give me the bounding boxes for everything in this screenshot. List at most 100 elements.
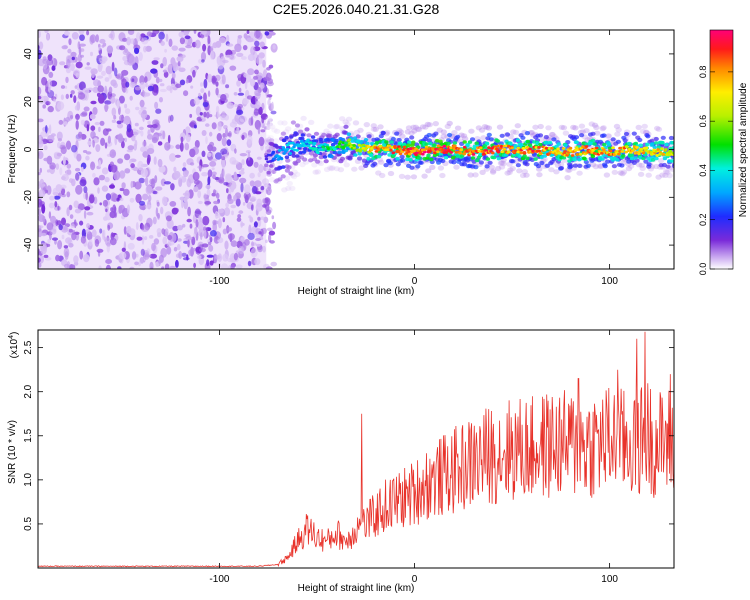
track-cell bbox=[449, 146, 453, 150]
track-cell bbox=[438, 139, 443, 144]
noise-blob bbox=[165, 215, 172, 222]
track-cell bbox=[582, 156, 587, 161]
noise-blob bbox=[156, 201, 160, 207]
track-cell bbox=[269, 124, 276, 130]
noise-blob bbox=[255, 57, 263, 65]
track-cell bbox=[449, 151, 454, 154]
noise-blob bbox=[143, 45, 147, 53]
noise-blob bbox=[237, 35, 243, 39]
noise-blob bbox=[206, 259, 210, 267]
noise-blob bbox=[212, 174, 216, 180]
noise-blob bbox=[131, 78, 135, 82]
track-cell bbox=[312, 141, 317, 145]
noise-blob bbox=[185, 134, 191, 143]
noise-blob bbox=[93, 79, 100, 87]
noise-blob bbox=[92, 139, 95, 148]
noise-blob bbox=[215, 87, 219, 96]
track-cell bbox=[313, 131, 320, 136]
noise-blob bbox=[260, 129, 266, 133]
track-cell bbox=[269, 138, 275, 143]
noise-blob bbox=[151, 137, 158, 144]
noise-blob bbox=[68, 243, 74, 248]
noise-blob bbox=[94, 238, 100, 247]
track-cell bbox=[446, 120, 453, 126]
noise-blob bbox=[209, 161, 217, 167]
noise-blob bbox=[98, 126, 101, 132]
noise-blob bbox=[176, 55, 184, 63]
track-cell bbox=[300, 133, 305, 137]
noise-blob bbox=[221, 156, 226, 161]
noise-blob bbox=[205, 136, 208, 145]
track-cell bbox=[440, 158, 446, 164]
noise-blob bbox=[149, 253, 157, 259]
noise-blob bbox=[116, 123, 124, 129]
track-cell bbox=[487, 146, 491, 150]
track-cell bbox=[497, 160, 505, 166]
track-cell bbox=[343, 162, 350, 168]
x-tick-label: 0 bbox=[412, 276, 418, 287]
track-cell bbox=[611, 164, 618, 169]
noise-blob bbox=[47, 134, 54, 140]
noise-blob bbox=[122, 55, 128, 62]
noise-blob bbox=[67, 48, 72, 54]
noise-blob bbox=[157, 259, 162, 264]
noise-blob bbox=[243, 191, 251, 200]
noise-blob bbox=[136, 32, 141, 42]
track-cell bbox=[377, 159, 385, 165]
noise-blob bbox=[201, 150, 206, 157]
noise-blob bbox=[192, 171, 200, 181]
track-cell bbox=[646, 162, 652, 167]
track-cell bbox=[302, 147, 308, 151]
track-cell bbox=[393, 145, 397, 148]
track-cell bbox=[444, 123, 451, 129]
noise-blob bbox=[177, 61, 181, 67]
noise-blob bbox=[151, 124, 158, 129]
noise-blob bbox=[190, 246, 194, 257]
noise-blob bbox=[200, 88, 205, 94]
track-cell bbox=[649, 143, 654, 147]
noise-blob bbox=[50, 215, 57, 224]
noise-blob bbox=[183, 196, 188, 203]
snr-x-ticks: -100 0 100 bbox=[209, 330, 618, 585]
noise-blob bbox=[110, 79, 117, 87]
track-cell bbox=[462, 140, 467, 144]
track-cell bbox=[294, 171, 301, 177]
noise-blob bbox=[169, 114, 174, 122]
noise-blob bbox=[266, 125, 271, 130]
x-tick-label: -100 bbox=[209, 276, 229, 287]
noise-blob bbox=[241, 159, 245, 166]
noise-blob bbox=[99, 120, 105, 126]
noise-blob bbox=[83, 210, 87, 219]
track-cell bbox=[517, 154, 522, 159]
noise-blob bbox=[220, 148, 228, 155]
track-cell bbox=[514, 123, 521, 129]
noise-blob bbox=[173, 61, 177, 68]
noise-blob bbox=[246, 157, 254, 167]
track-cell bbox=[603, 145, 608, 150]
noise-blob bbox=[74, 105, 80, 111]
track-cell bbox=[558, 124, 565, 130]
noise-blob bbox=[58, 119, 64, 125]
track-cell bbox=[309, 141, 313, 145]
noise-blob bbox=[117, 266, 122, 269]
noise-blob bbox=[201, 59, 205, 63]
snr-multiplier-base: (x10 bbox=[9, 338, 20, 358]
noise-blob bbox=[108, 86, 113, 95]
track-cell bbox=[277, 120, 284, 126]
noise-blob bbox=[247, 151, 251, 161]
noise-blob bbox=[179, 37, 185, 45]
track-cell bbox=[488, 137, 494, 142]
track-cell bbox=[387, 153, 392, 157]
noise-blob bbox=[74, 85, 78, 89]
track-cell bbox=[575, 153, 580, 156]
noise-blob bbox=[270, 261, 278, 267]
noise-blob bbox=[63, 247, 70, 258]
noise-blob bbox=[124, 103, 128, 109]
noise-blob bbox=[112, 204, 117, 214]
noise-blob bbox=[259, 41, 265, 48]
noise-blob bbox=[267, 94, 273, 98]
track-cell bbox=[342, 119, 349, 125]
noise-blob bbox=[38, 189, 46, 198]
noise-blob bbox=[200, 82, 203, 87]
track-cell bbox=[664, 169, 671, 175]
